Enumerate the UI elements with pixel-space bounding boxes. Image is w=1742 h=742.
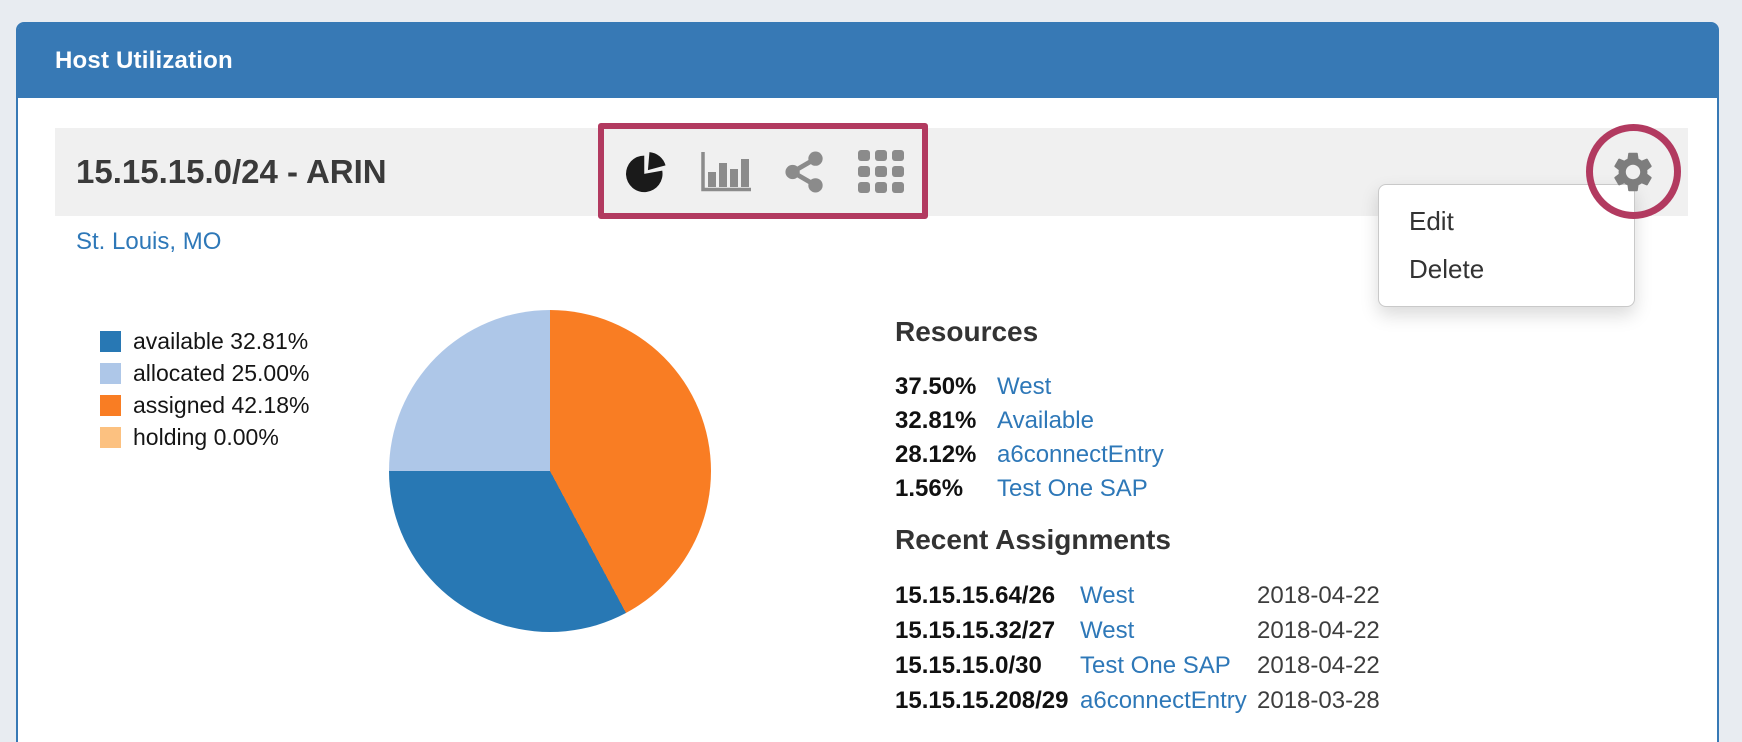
assignment-date: 2018-03-28 <box>1257 686 1380 714</box>
legend-row: allocated 25.00% <box>100 357 309 389</box>
menu-item-edit[interactable]: Edit <box>1409 206 1454 236</box>
assignment-date: 2018-04-22 <box>1257 651 1380 679</box>
legend-swatch-allocated <box>100 362 121 384</box>
pie-legend: available 32.81% allocated 25.00% assign… <box>100 325 309 453</box>
assignment-cidr: 15.15.15.32/27 <box>895 616 1056 644</box>
resource-link[interactable]: a6connectEntry <box>997 441 1164 468</box>
resource-row: 32.81% Available <box>895 404 1164 438</box>
resource-pct: 1.56% <box>895 475 964 502</box>
legend-label: available 32.81% <box>133 327 309 354</box>
assignment-cidr: 15.15.15.64/26 <box>895 581 1056 609</box>
panel-header: Host Utilization <box>18 24 1717 98</box>
legend-swatch-holding <box>100 426 121 448</box>
assignment-row: 15.15.15.0/30 Test One SAP 2018-04-22 <box>895 648 1380 683</box>
assignment-resource-link[interactable]: West <box>1080 616 1135 644</box>
resource-pct: 28.12% <box>895 441 977 468</box>
assignment-cidr: 15.15.15.0/30 <box>895 651 1042 679</box>
assignment-date: 2018-04-22 <box>1257 581 1380 609</box>
resource-row: 1.56% Test One SAP <box>895 472 1164 506</box>
assignments-heading: Recent Assignments <box>895 524 1171 555</box>
grid-icon <box>858 150 904 193</box>
legend-row: assigned 42.18% <box>100 389 309 421</box>
assignment-row: 15.15.15.208/29 a6connectEntry 2018-03-2… <box>895 683 1380 718</box>
legend-row: available 32.81% <box>100 325 309 357</box>
assignment-cidr: 15.15.15.208/29 <box>895 686 1069 714</box>
assignment-date: 2018-04-22 <box>1257 616 1380 644</box>
resource-link[interactable]: West <box>997 373 1052 400</box>
pie-chart-icon <box>626 152 666 193</box>
assignment-resource-link[interactable]: West <box>1080 581 1135 609</box>
resource-row: 37.50% West <box>895 370 1164 404</box>
settings-button[interactable] <box>1609 148 1657 196</box>
panel-title: Host Utilization <box>55 47 233 74</box>
pie-chart <box>389 310 711 632</box>
legend-swatch-available <box>100 330 121 352</box>
settings-dropdown: Edit Delete <box>1378 184 1635 307</box>
legend-label: assigned 42.18% <box>133 391 310 418</box>
block-title: 15.15.15.0/24 - ARIN <box>76 153 387 190</box>
legend-swatch-assigned <box>100 394 121 416</box>
resources-list: 37.50% West 32.81% Available 28.12% a6co… <box>895 370 1164 506</box>
resource-row: 28.12% a6connectEntry <box>895 438 1164 472</box>
resource-pct: 37.50% <box>895 373 977 400</box>
share-icon <box>785 151 823 193</box>
assignment-row: 15.15.15.32/27 West 2018-04-22 <box>895 613 1380 648</box>
bar-chart-icon <box>701 152 751 192</box>
assignment-resource-link[interactable]: a6connectEntry <box>1080 686 1247 714</box>
menu-item-delete[interactable]: Delete <box>1409 254 1485 284</box>
view-toolbar <box>626 146 904 198</box>
share-button[interactable] <box>784 150 826 194</box>
legend-label: allocated 25.00% <box>133 359 310 386</box>
resource-link[interactable]: Available <box>997 407 1094 434</box>
resource-pct: 32.81% <box>895 407 977 434</box>
pie-chart-view-button[interactable] <box>626 150 668 194</box>
bar-chart-view-button[interactable] <box>700 151 752 193</box>
legend-row: holding 0.00% <box>100 421 309 453</box>
location-link[interactable]: St. Louis, MO <box>76 228 222 255</box>
gear-icon <box>1614 152 1652 192</box>
resource-link[interactable]: Test One SAP <box>997 475 1148 502</box>
legend-label: holding 0.00% <box>133 423 279 450</box>
assignment-row: 15.15.15.64/26 West 2018-04-22 <box>895 578 1380 613</box>
assignments-list: 15.15.15.64/26 West 2018-04-22 15.15.15.… <box>895 578 1380 718</box>
resources-heading: Resources <box>895 316 1039 347</box>
assignment-resource-link[interactable]: Test One SAP <box>1080 651 1231 679</box>
grid-view-button[interactable] <box>858 150 904 194</box>
